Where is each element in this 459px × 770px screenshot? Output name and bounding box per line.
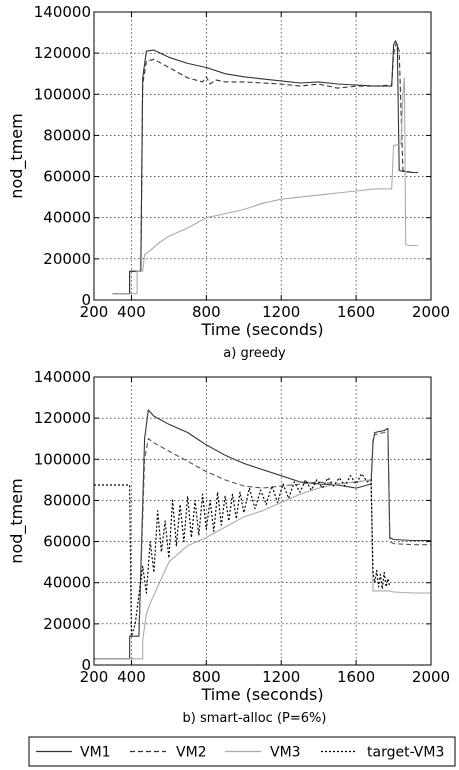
legend-label-vm3: VM3 — [270, 745, 301, 761]
x-tick-label: 1200 — [262, 668, 300, 686]
x-axis-label: Time (seconds) — [200, 685, 323, 704]
y-tick-label: 80000 — [43, 491, 91, 509]
x-tick-label: 800 — [192, 668, 221, 686]
plot-frame — [93, 376, 432, 666]
x-tick-label: 1600 — [337, 668, 375, 686]
y-tick-label: 120000 — [34, 44, 91, 62]
chart-smart-alloc: 200 400 800 1200 1600 20000200004000060000800… — [7, 368, 450, 726]
series-line-vm2 — [94, 429, 431, 660]
series-line-vm1 — [112, 40, 418, 295]
series-line-vm1 — [94, 409, 431, 660]
legend-label-vm2: VM2 — [176, 745, 207, 761]
y-tick-label: 100000 — [34, 450, 91, 468]
series-line-vm3 — [112, 77, 418, 295]
x-tick-label: 1200 — [262, 303, 300, 321]
y-tick-label: 20000 — [43, 615, 91, 633]
x-tick-label: 800 — [192, 303, 221, 321]
y-tick-label: 0 — [81, 656, 91, 674]
x-tick-label: 400 — [117, 668, 146, 686]
legend-label-vm1: VM1 — [80, 745, 111, 761]
x-tick-label: 400 — [117, 303, 146, 321]
y-tick-label: 140000 — [34, 368, 91, 386]
x-axis-label: Time (seconds) — [200, 320, 323, 339]
y-tick-label: 40000 — [43, 574, 91, 592]
series-line-target-vm3 — [94, 473, 391, 637]
series-line-vm3 — [94, 479, 431, 660]
y-tick-label: 0 — [81, 291, 91, 309]
series-line-vm2 — [112, 42, 418, 295]
y-tick-label: 100000 — [34, 85, 91, 103]
y-tick-label: 20000 — [43, 250, 91, 268]
y-tick-label: 60000 — [43, 168, 91, 186]
legend: VM1 VM2 VM3 target-VM3 — [28, 736, 456, 767]
plot-frame — [93, 11, 432, 301]
x-tick-label: 2000 — [412, 668, 450, 686]
panel-caption: b) smart-alloc (P=6%) — [183, 711, 327, 726]
x-tick-label: 200 — [80, 668, 109, 686]
x-tick-label: 200 — [80, 303, 109, 321]
y-axis-label: nod_tmem — [7, 478, 27, 563]
y-axis-label: nod_tmem — [7, 113, 27, 198]
legend-label-target-vm3: target-VM3 — [367, 745, 444, 761]
y-tick-label: 60000 — [43, 533, 91, 551]
panel-caption: a) greedy — [223, 346, 286, 361]
x-tick-label: 1600 — [337, 303, 375, 321]
y-tick-label: 120000 — [34, 409, 91, 427]
y-tick-label: 80000 — [43, 126, 91, 144]
y-tick-label: 40000 — [43, 209, 91, 227]
chart-greedy: 200 400 800 1200 1600 20000200004000060000800… — [7, 3, 450, 361]
y-tick-label: 140000 — [34, 3, 91, 21]
x-tick-label: 2000 — [412, 303, 450, 321]
